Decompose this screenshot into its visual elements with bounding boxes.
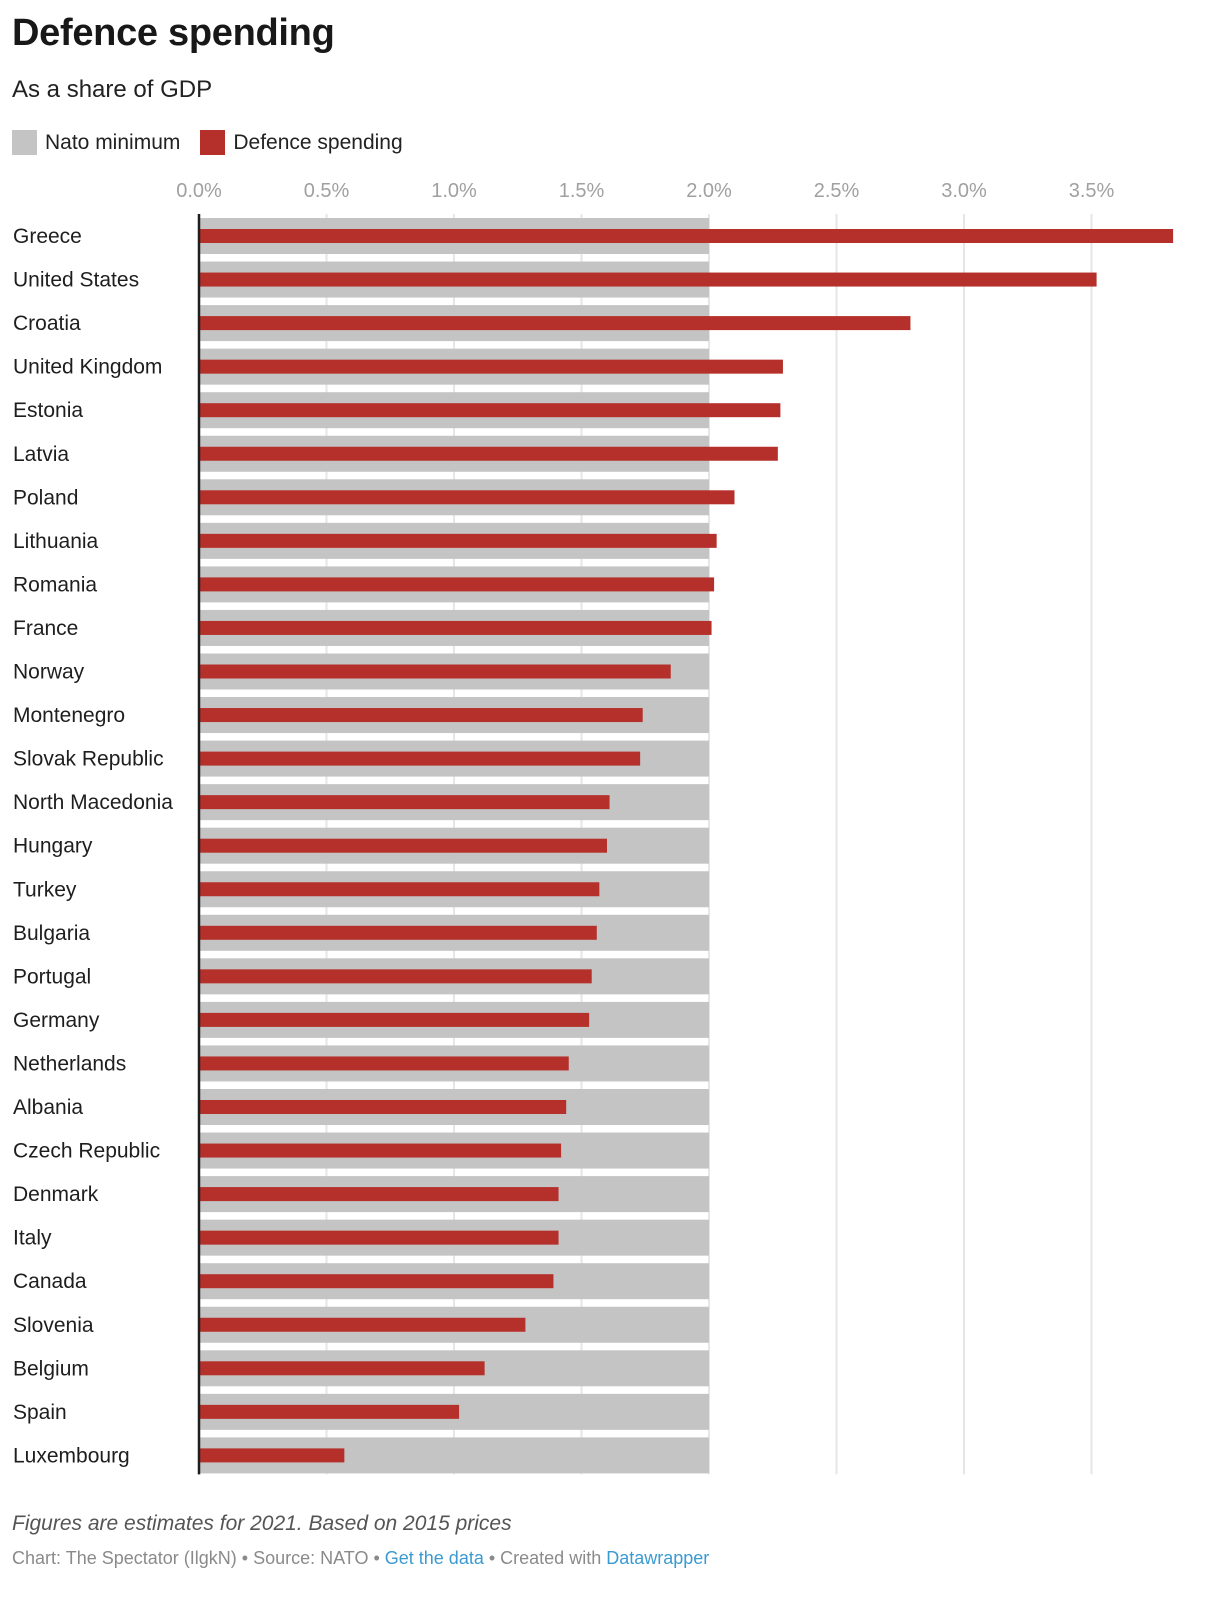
bar-defence-spending <box>199 446 778 461</box>
category-label: United States <box>13 269 139 292</box>
category-label: Belgium <box>13 1357 89 1380</box>
bar-defence-spending <box>199 316 911 331</box>
legend-swatch-nato-minimum <box>12 130 37 155</box>
bar-defence-spending <box>199 1230 559 1245</box>
bar-defence-spending <box>199 272 1097 287</box>
bar-defence-spending <box>199 1361 485 1376</box>
bar-defence-spending <box>199 882 600 897</box>
separator: • <box>368 1548 385 1568</box>
category-label: Canada <box>13 1270 87 1293</box>
bar-defence-spending <box>199 664 671 679</box>
bar-defence-spending <box>199 838 607 853</box>
category-label: Croatia <box>13 312 81 335</box>
get-the-data-link[interactable]: Get the data <box>384 1548 484 1568</box>
footer-note: Figures are estimates for 2021. Based on… <box>12 1512 512 1535</box>
category-label: Poland <box>13 486 78 509</box>
bar-defence-spending <box>199 708 643 723</box>
legend-swatch-defence-spending <box>200 130 226 155</box>
bar-defence-spending <box>199 229 1174 243</box>
category-label: Netherlands <box>13 1052 126 1075</box>
category-label: Denmark <box>13 1183 99 1206</box>
bars <box>199 218 1174 1474</box>
bar-defence-spending <box>199 969 592 984</box>
legend-label-defence-spending: Defence spending <box>233 130 403 154</box>
category-label: Romania <box>13 573 97 596</box>
separator: • <box>236 1548 254 1568</box>
legend-label-nato-minimum: Nato minimum <box>45 130 181 154</box>
x-tick-label: 2.5% <box>814 180 860 202</box>
category-label: Italy <box>13 1227 52 1250</box>
category-label: Slovenia <box>13 1314 94 1337</box>
x-tick-label: 0.0% <box>176 180 222 202</box>
bar-defence-spending <box>199 577 715 592</box>
created-with-text: Created with <box>500 1548 602 1568</box>
category-label: France <box>13 617 78 640</box>
x-tick-label: 3.5% <box>1069 180 1115 202</box>
bar-defence-spending <box>199 1187 559 1202</box>
bar-defence-spending <box>199 751 641 766</box>
category-label: Spain <box>13 1401 67 1424</box>
category-label: United Kingdom <box>13 356 162 379</box>
footer-credits: Chart: The Spectator (IlgkN) • Source: N… <box>12 1548 709 1569</box>
bar-defence-spending <box>199 795 610 810</box>
category-label: North Macedonia <box>13 791 173 814</box>
category-label: Norway <box>13 661 85 684</box>
bar-defence-spending <box>199 1404 460 1419</box>
category-label: Turkey <box>13 878 77 901</box>
legend-item-nato-minimum: Nato minimum <box>12 130 180 155</box>
x-tick-label: 2.0% <box>686 180 732 202</box>
category-labels: Greece United States Croatia United Kingdom… <box>13 225 173 1467</box>
x-tick-label: 3.0% <box>941 180 987 202</box>
bar-defence-spending <box>199 1448 345 1463</box>
category-label: Luxembourg <box>13 1444 130 1467</box>
chart-credit: Chart: The Spectator (IlgkN) <box>12 1548 237 1568</box>
legend: Nato minimum Defence spending <box>12 130 423 155</box>
separator: • <box>483 1548 501 1568</box>
x-tick-label: 1.5% <box>559 180 605 202</box>
category-label: Bulgaria <box>13 922 90 945</box>
category-label: Montenegro <box>13 704 125 727</box>
bar-defence-spending <box>199 1143 562 1158</box>
chart-subtitle: As a share of GDP <box>12 76 213 103</box>
x-tick-label: 1.0% <box>431 180 477 202</box>
category-label: Lithuania <box>13 530 99 553</box>
chart-title: Defence spending <box>12 12 335 54</box>
category-label: Germany <box>13 1009 100 1032</box>
source-credit: Source: NATO <box>253 1548 369 1568</box>
category-label: Hungary <box>13 835 93 858</box>
datawrapper-link[interactable]: Datawrapper <box>606 1548 710 1568</box>
bar-defence-spending <box>199 1274 554 1289</box>
category-label: Estonia <box>13 399 83 422</box>
bar-defence-spending <box>199 1100 567 1114</box>
bar-defence-spending <box>199 925 597 940</box>
category-label: Latvia <box>13 443 69 466</box>
bar-defence-spending <box>199 359 783 374</box>
bar-defence-spending <box>199 1056 569 1071</box>
bar-defence-spending <box>199 1317 526 1332</box>
category-label: Greece <box>13 225 82 248</box>
bar-defence-spending <box>199 533 717 548</box>
bar-defence-spending <box>199 403 781 418</box>
bar-defence-spending <box>199 490 735 505</box>
x-tick-label: 0.5% <box>304 180 350 202</box>
category-label: Slovak Republic <box>13 748 164 771</box>
bar-defence-spending <box>199 620 712 635</box>
category-label: Czech Republic <box>13 1140 160 1163</box>
x-axis-tick-labels: 0.0% 0.5% 1.0% 1.5% 2.0% 2.5% 3.0% 3.5% <box>176 180 1114 202</box>
bar-defence-spending <box>199 1012 590 1027</box>
category-label: Albania <box>13 1096 83 1119</box>
legend-item-defence-spending: Defence spending <box>200 130 403 155</box>
bar-chart: 0.0% 0.5% 1.0% 1.5% 2.0% 2.5% 3.0% 3.5% Greece U… <box>13 180 1174 1475</box>
category-label: Portugal <box>13 965 91 988</box>
